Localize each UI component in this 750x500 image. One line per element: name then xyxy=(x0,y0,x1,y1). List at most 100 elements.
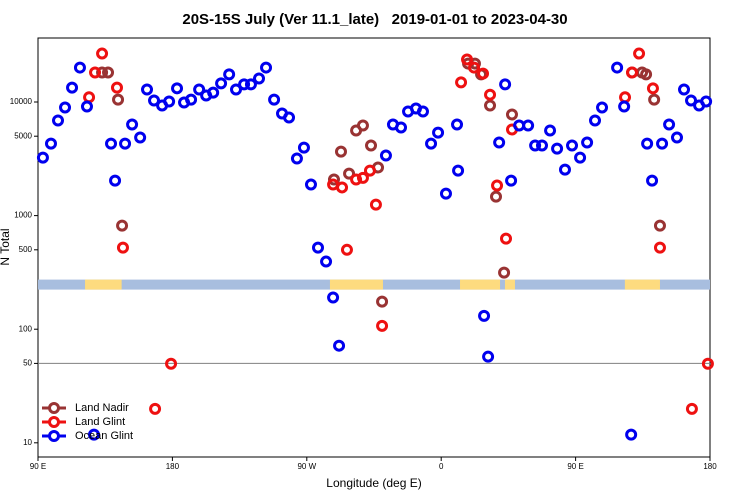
point xyxy=(589,114,602,127)
point xyxy=(581,136,594,149)
point xyxy=(356,171,369,184)
point xyxy=(244,78,257,91)
point xyxy=(327,173,340,186)
surface-band-land xyxy=(85,279,122,290)
point xyxy=(478,309,491,322)
x-tick-label: 0 xyxy=(439,462,444,471)
point xyxy=(312,241,324,254)
point xyxy=(653,219,666,232)
point xyxy=(551,142,564,155)
chart-title: 20S-15S July (Ver 11.1_late) 2019-01-01 … xyxy=(182,11,567,28)
point xyxy=(451,118,464,131)
point xyxy=(653,241,666,254)
x-tick-label: 90 E xyxy=(567,462,583,471)
point xyxy=(596,101,609,114)
point xyxy=(505,174,518,187)
point xyxy=(193,83,206,96)
point xyxy=(536,139,548,152)
point xyxy=(648,93,661,106)
point xyxy=(656,137,669,150)
point xyxy=(499,78,512,91)
point xyxy=(416,105,429,118)
point xyxy=(304,178,317,191)
point xyxy=(633,47,646,60)
surface-band-land xyxy=(329,279,383,290)
point xyxy=(491,179,504,192)
point xyxy=(116,219,129,232)
point xyxy=(350,173,363,186)
point xyxy=(678,83,691,96)
point xyxy=(149,402,162,415)
point xyxy=(379,149,392,162)
point xyxy=(505,108,518,121)
point xyxy=(268,93,281,106)
point xyxy=(468,61,481,74)
y-tick-label: 50 xyxy=(23,359,32,368)
point xyxy=(558,163,571,176)
point xyxy=(116,241,129,254)
point xyxy=(425,137,438,150)
point xyxy=(80,100,93,113)
point xyxy=(112,93,125,106)
point xyxy=(685,94,698,107)
point xyxy=(646,174,659,187)
point xyxy=(163,95,176,108)
point xyxy=(493,136,506,149)
legend-label: Land Glint xyxy=(75,416,125,428)
point xyxy=(126,118,139,131)
point xyxy=(165,357,178,370)
x-axis-label: Longitude (deg E) xyxy=(326,476,421,490)
point xyxy=(134,131,147,144)
point xyxy=(376,295,389,308)
point xyxy=(477,67,490,80)
legend-marker xyxy=(48,416,60,428)
point xyxy=(141,83,154,96)
legend-marker xyxy=(48,430,60,442)
surface-band-land xyxy=(460,279,501,290)
point xyxy=(395,121,408,134)
point xyxy=(356,119,369,132)
y-tick-label: 100 xyxy=(19,324,33,333)
point xyxy=(685,402,698,415)
point xyxy=(207,86,220,99)
y-tick-label: 500 xyxy=(19,245,33,254)
point xyxy=(482,350,495,363)
point xyxy=(640,68,653,81)
point xyxy=(89,66,102,79)
point xyxy=(484,99,497,112)
point xyxy=(171,82,184,95)
legend: Land Nadir Land Glint Ocean Glint xyxy=(42,402,133,442)
point xyxy=(119,137,132,150)
point xyxy=(490,190,503,203)
point xyxy=(83,91,96,104)
point xyxy=(109,174,122,187)
x-tick-label: 90 W xyxy=(297,462,316,471)
surface-band-land xyxy=(504,279,515,290)
point xyxy=(369,198,382,211)
point xyxy=(461,53,474,66)
x-tick-label: 90 E xyxy=(30,462,46,471)
point xyxy=(641,137,654,150)
point xyxy=(376,319,389,332)
point xyxy=(566,139,579,152)
point xyxy=(522,119,535,132)
point xyxy=(343,167,356,180)
point xyxy=(663,118,676,131)
point xyxy=(439,187,452,200)
legend-label: Ocean Glint xyxy=(75,430,133,442)
point xyxy=(619,91,632,104)
point xyxy=(618,100,631,113)
point xyxy=(102,66,115,79)
point xyxy=(66,81,79,94)
point xyxy=(625,428,638,441)
y-tick-label: 10000 xyxy=(10,97,33,106)
point xyxy=(484,88,497,101)
point xyxy=(626,66,639,79)
legend-label: Land Nadir xyxy=(75,402,129,414)
point xyxy=(500,232,513,245)
point xyxy=(215,77,228,90)
y-tick-label: 1000 xyxy=(14,211,32,220)
point xyxy=(544,124,557,137)
point xyxy=(320,255,333,268)
point xyxy=(646,82,659,95)
